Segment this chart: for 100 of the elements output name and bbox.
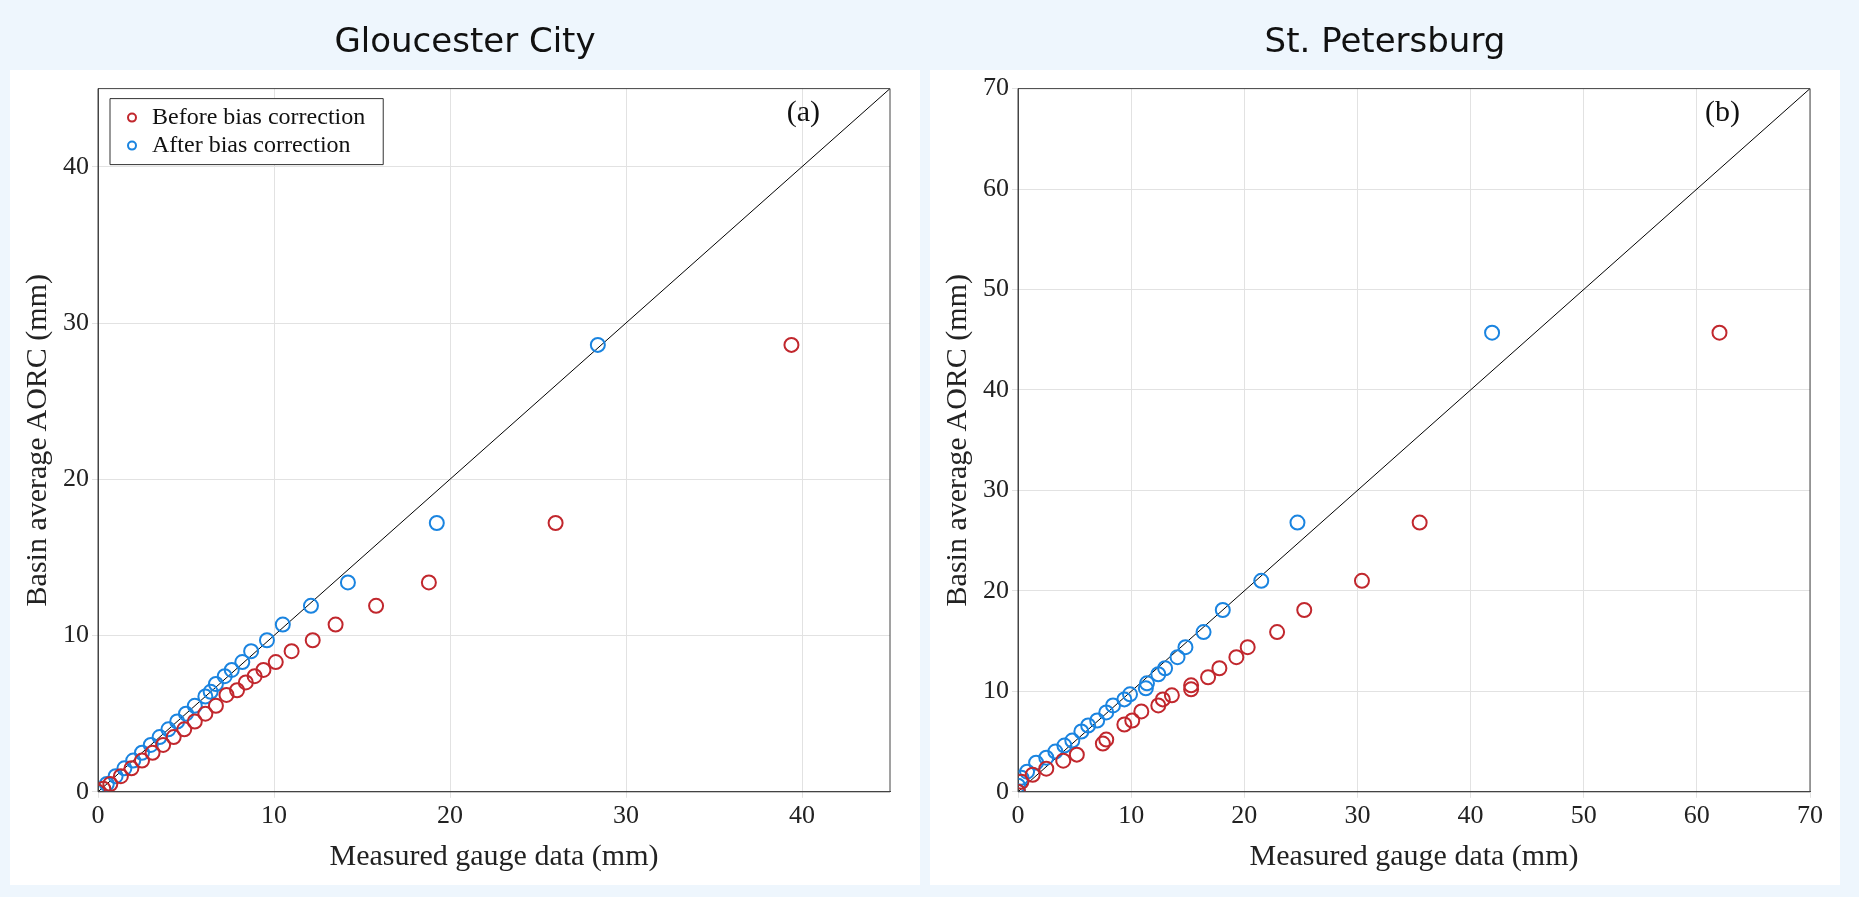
point	[202, 683, 219, 700]
point	[186, 697, 203, 714]
point	[229, 682, 246, 699]
x-tick-label: 40	[1457, 800, 1484, 830]
point	[1711, 324, 1728, 341]
point	[134, 744, 150, 761]
x-tick-label: 20	[437, 800, 463, 830]
point	[1098, 704, 1115, 721]
point	[1094, 735, 1111, 752]
point	[1169, 649, 1186, 666]
point	[1228, 649, 1245, 666]
point	[112, 768, 129, 785]
point	[368, 597, 385, 614]
point	[1154, 691, 1171, 708]
x-tick-label: 30	[613, 800, 639, 830]
point	[102, 775, 119, 792]
point	[783, 336, 800, 353]
point	[197, 705, 214, 722]
point	[155, 736, 172, 753]
point	[123, 760, 140, 777]
point	[218, 686, 235, 703]
x-tick-label: 40	[789, 800, 815, 830]
point	[1211, 660, 1228, 677]
y-tick-label: 30	[983, 474, 1009, 504]
legend-label: Before bias correction	[152, 102, 366, 129]
y-tick-label: 30	[63, 306, 89, 336]
y-tick-label: 60	[983, 172, 1009, 202]
point	[1133, 703, 1150, 720]
point	[237, 674, 254, 691]
point	[1124, 712, 1141, 729]
point	[1157, 660, 1174, 677]
point	[134, 752, 150, 769]
point	[116, 760, 133, 777]
point	[144, 744, 161, 761]
point	[1055, 752, 1072, 769]
point	[1183, 677, 1200, 694]
y-tick-label: 40	[983, 373, 1009, 403]
x-tick-label: 10	[1118, 800, 1145, 830]
point	[98, 775, 115, 792]
point	[142, 736, 159, 753]
chart-title: Gloucester City	[333, 19, 597, 62]
point	[1116, 716, 1133, 733]
y-tick-label: 20	[983, 574, 1009, 604]
point	[1105, 697, 1122, 714]
x-tick-label: 50	[1570, 800, 1597, 830]
point	[420, 574, 437, 591]
point	[1163, 687, 1180, 704]
point	[302, 597, 319, 614]
point	[589, 336, 606, 353]
point	[125, 752, 142, 769]
point	[223, 661, 240, 678]
point	[1080, 717, 1097, 734]
point	[1177, 639, 1194, 656]
point	[1089, 712, 1106, 729]
point	[1214, 601, 1231, 618]
x-axis-title: Measured gauge data (mm)	[1249, 837, 1579, 872]
x-tick-label: 60	[1683, 800, 1710, 830]
point	[207, 697, 224, 714]
point	[1289, 514, 1306, 531]
point	[1195, 624, 1212, 641]
point	[1269, 624, 1286, 641]
point	[207, 675, 224, 692]
legend-label: After bias correction	[152, 130, 351, 157]
point	[1038, 749, 1055, 766]
x-tick-label: 30	[1344, 800, 1371, 830]
x-tick-label: 10	[261, 800, 287, 830]
y-axis-title: Basin average AORC (mm)	[938, 273, 973, 607]
point	[246, 668, 263, 685]
point	[1122, 686, 1139, 703]
point	[1183, 681, 1200, 698]
point	[1028, 754, 1045, 771]
point	[1239, 639, 1256, 656]
y-tick-label: 20	[63, 463, 89, 493]
chart-title: St. Petersburg	[1263, 19, 1507, 62]
annotation: (b)	[1705, 94, 1740, 129]
point	[197, 688, 214, 705]
point	[1073, 723, 1090, 740]
point	[178, 705, 194, 722]
point	[176, 721, 193, 738]
point	[1296, 601, 1313, 618]
y-tick-label: 0	[996, 775, 1009, 805]
point	[304, 632, 321, 649]
y-tick-label: 10	[983, 675, 1009, 705]
y-tick-label: 40	[63, 150, 89, 180]
point	[1038, 760, 1055, 777]
y-tick-label: 0	[76, 775, 89, 805]
point	[234, 654, 251, 671]
point	[267, 654, 284, 671]
x-axis-title: Measured gauge data (mm)	[329, 837, 659, 872]
point	[283, 643, 300, 660]
point	[165, 729, 182, 746]
point	[1138, 675, 1155, 692]
y-tick-label: 10	[63, 619, 89, 649]
point	[186, 713, 203, 730]
point	[255, 661, 272, 678]
point	[1137, 680, 1154, 697]
y-axis-title: Basin average AORC (mm)	[18, 273, 53, 607]
point	[1064, 732, 1081, 749]
point	[1411, 514, 1428, 531]
point	[428, 515, 445, 532]
